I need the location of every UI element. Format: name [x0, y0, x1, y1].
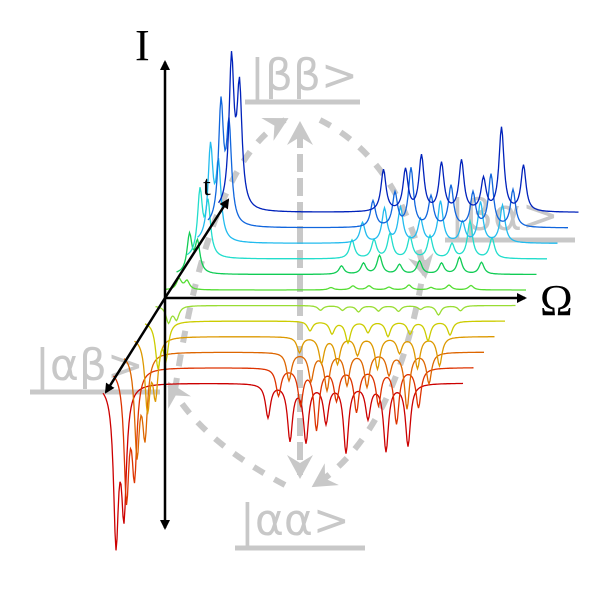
- axes: [104, 60, 527, 530]
- state-label: |αα>: [240, 495, 350, 546]
- arrow: [167, 381, 287, 488]
- spectra: [102, 51, 579, 551]
- spectrum-trace: [176, 230, 537, 276]
- spectrum-trace: [102, 382, 464, 551]
- axis-label: I: [135, 21, 150, 70]
- axis-label: t: [203, 171, 211, 202]
- spectrum-trace: [197, 141, 558, 244]
- spectrum-trace: [186, 187, 547, 260]
- spectrum-trace: [144, 320, 505, 369]
- spectrum-trace: [123, 351, 484, 460]
- spectrum-trace: [217, 51, 579, 213]
- arrow: [311, 259, 428, 488]
- arrow: [318, 117, 434, 279]
- arrow: [172, 117, 289, 391]
- state-label: |ββ>: [250, 50, 358, 101]
- spectrum-trace: [165, 277, 526, 291]
- spectrum-trace: [113, 367, 474, 506]
- spectrum-trace: [134, 336, 495, 415]
- spectrum-trace: [207, 96, 568, 229]
- spectrum-trace: [155, 304, 516, 325]
- axis: [163, 198, 230, 299]
- axis: [104, 297, 167, 394]
- state-label: |αβ>: [35, 340, 144, 391]
- axis-label: Ω: [540, 276, 573, 325]
